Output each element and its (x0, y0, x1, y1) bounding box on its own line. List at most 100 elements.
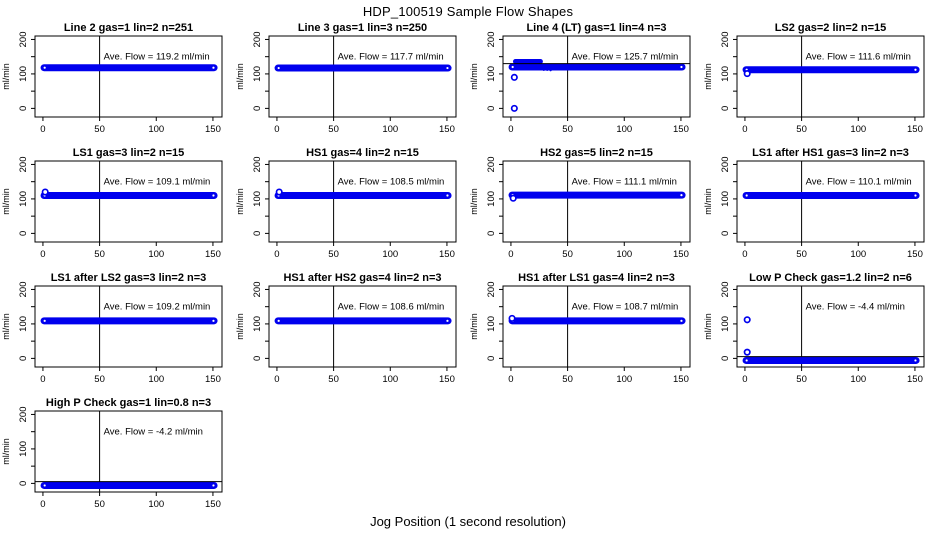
flow-panel: HS2 gas=5 lin=2 n=15 0 50 100 150 0 100 200 ml/m… (469, 147, 691, 260)
plot-box (268, 285, 457, 368)
flow-panel: HS1 after HS2 gas=4 lin=2 n=3 0 50 100 150 0 1… (235, 272, 457, 385)
y-tick-label: 100 (486, 191, 497, 207)
x-tick-label: 0 (742, 249, 747, 260)
flow-panel-cell: LS1 after HS1 gas=3 lin=2 n=3 0 50 100 150 0 1… (702, 145, 936, 270)
x-tick-label: 0 (508, 249, 513, 260)
x-tick-label: 0 (274, 374, 279, 385)
band-end-gap (680, 319, 683, 322)
band-end-gap (212, 484, 215, 487)
y-tick-label: 0 (720, 106, 731, 111)
y-tick-label: 100 (18, 191, 29, 207)
flow-panel-cell: Line 2 gas=1 lin=2 n=251 0 50 100 150 0 100 200… (0, 20, 234, 145)
ave-flow-label: Ave. Flow = 111.1 ml/min (572, 177, 677, 188)
flow-dot (546, 68, 549, 71)
flow-panel-cell: LS1 after LS2 gas=3 lin=2 n=3 0 50 100 150 0 1… (0, 270, 234, 395)
x-axis: 0 50 100 150 (274, 242, 455, 260)
x-tick-label: 0 (742, 124, 747, 135)
x-tick-label: 150 (673, 249, 689, 260)
flow-panel-cell: High P Check gas=1 lin=0.8 n=3 0 50 100 150 0… (0, 395, 234, 520)
y-tick-label: 0 (252, 106, 263, 111)
y-tick-label: 100 (18, 316, 29, 332)
y-axis-title: ml/min (703, 63, 713, 90)
y-tick-label: 100 (18, 441, 29, 457)
y-tick-label: 0 (720, 356, 731, 361)
y-tick-label: 100 (486, 316, 497, 332)
y-tick-label: 200 (18, 282, 29, 298)
flow-panel-cell: HS2 gas=5 lin=2 n=15 0 50 100 150 0 100 200 ml/m… (468, 145, 702, 270)
y-tick-label: 0 (18, 231, 29, 236)
y-tick-label: 200 (252, 282, 263, 298)
band-end-gap (680, 65, 683, 69)
flow-panel: High P Check gas=1 lin=0.8 n=30 50 100 1500… (1, 397, 223, 510)
flow-panel: HS1 gas=4 lin=2 n=15 0 50 100 150 0 100 200 ml/m… (235, 147, 457, 260)
band-end-gap (914, 194, 917, 197)
y-tick-label: 0 (486, 231, 497, 236)
x-tick-label: 150 (673, 124, 689, 135)
y-axis: 0 100 200 (486, 282, 503, 361)
band-end-gap (446, 194, 449, 197)
outlier-point (41, 188, 49, 196)
x-tick-label: 50 (94, 249, 105, 260)
y-tick-label: 200 (486, 32, 497, 48)
x-tick-label: 0 (742, 374, 747, 385)
flow-panel: LS1 after HS1 gas=3 lin=2 n=3 0 50 100 150 0 1… (703, 147, 925, 260)
band-end-gap (277, 319, 280, 322)
flow-panel-cell: Line 4 (LT) gas=1 lin=4 n=3 0 50 100 150 0 100… (468, 20, 702, 145)
x-tick-label: 150 (205, 249, 221, 260)
y-tick-label: 200 (18, 157, 29, 173)
flow-panel-cell: LS1 gas=3 lin=2 n=15 0 50 100 150 0 100 200 ml/m… (0, 145, 234, 270)
x-tick-label: 100 (148, 499, 164, 510)
y-axis: 0 100 200 (720, 32, 737, 111)
band-end-gap (212, 194, 215, 197)
flow-panel: Line 3 gas=1 lin=3 n=250 0 50 100 150 0 100 200… (235, 22, 457, 135)
x-axis: 0 50 100 150 (508, 242, 689, 260)
plot-box (34, 35, 223, 118)
y-axis-title: ml/min (1, 438, 11, 465)
x-tick-label: 0 (40, 124, 45, 135)
y-tick-label: 0 (486, 106, 497, 111)
y-tick-label: 0 (18, 356, 29, 361)
y-axis: 0 100 200 (486, 157, 503, 236)
ave-flow-label: Ave. Flow = 109.1 ml/min (104, 177, 211, 188)
flow-panel-cell: HS1 after LS1 gas=4 lin=2 n=3 0 50 100 150 0 1… (468, 270, 702, 395)
flow-panel: LS1 after LS2 gas=3 lin=2 n=3 0 50 100 150 0 1… (1, 272, 223, 385)
x-tick-label: 150 (205, 499, 221, 510)
panel-title: HS1 after HS2 gas=4 lin=2 n=3 (283, 272, 441, 284)
band-end-gap (43, 66, 46, 69)
band-end-gap (680, 194, 683, 197)
flow-panel: LS1 gas=3 lin=2 n=15 0 50 100 150 0 100 200 ml/m… (1, 147, 223, 260)
plot-box (502, 285, 691, 368)
plot-box (502, 160, 691, 243)
x-axis-title: Jog Position (1 second resolution) (370, 514, 566, 529)
x-tick-label: 100 (616, 124, 632, 135)
flow-panel-cell: LS2 gas=2 lin=2 n=15 0 50 100 150 0 100 200 ml/m… (702, 20, 936, 145)
band-end-gap (212, 66, 215, 69)
x-axis: 0 50 100 150 (742, 367, 923, 385)
panel-title: LS2 gas=2 lin=2 n=15 (775, 22, 887, 34)
y-axis: 0 100 200 (720, 282, 737, 361)
y-axis-title: ml/min (469, 63, 479, 90)
band-end-gap (914, 68, 917, 71)
ave-flow-label: Ave. Flow = 108.7 ml/min (572, 302, 679, 313)
flow-dot (542, 68, 545, 71)
panel-title: HS1 gas=4 lin=2 n=15 (306, 147, 419, 159)
panel-title: Line 3 gas=1 lin=3 n=250 (298, 22, 427, 34)
x-tick-label: 150 (439, 374, 455, 385)
ave-flow-label: Ave. Flow = 108.5 ml/min (338, 177, 445, 188)
y-axis: 0 100 200 (18, 282, 35, 361)
y-tick-label: 100 (720, 316, 731, 332)
x-tick-label: 150 (907, 124, 923, 135)
x-tick-label: 100 (382, 374, 398, 385)
y-axis: 0 100 200 (486, 32, 503, 111)
x-tick-label: 150 (205, 124, 221, 135)
band-end-gap (914, 359, 917, 362)
x-tick-label: 100 (850, 374, 866, 385)
y-tick-label: 100 (252, 191, 263, 207)
plot-box (502, 35, 691, 118)
panel-title: High P Check gas=1 lin=0.8 n=3 (46, 397, 211, 409)
panel-title: LS1 after LS2 gas=3 lin=2 n=3 (51, 272, 207, 284)
x-tick-label: 150 (439, 249, 455, 260)
y-tick-label: 100 (720, 66, 731, 82)
y-tick-label: 200 (720, 282, 731, 298)
